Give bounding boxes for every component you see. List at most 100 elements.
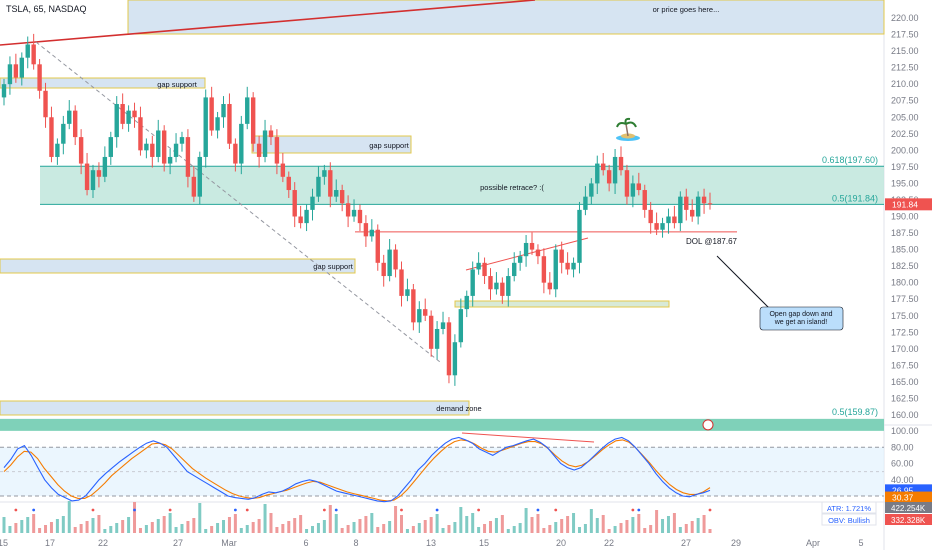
volume-bar (121, 520, 125, 533)
volume-bar (251, 522, 255, 533)
candle-body (494, 282, 499, 290)
candle-body (387, 249, 392, 277)
volume-bar (655, 510, 659, 533)
volume-bar (417, 523, 421, 533)
volume-dot (400, 508, 403, 512)
volume-bar (512, 526, 516, 533)
price-tick-label: 212.50 (891, 63, 919, 73)
candle-body (138, 117, 143, 151)
support-strip (454, 300, 670, 308)
volume-dot (168, 508, 172, 512)
volume-bar (61, 516, 65, 533)
time-tick-label: 27 (173, 538, 183, 548)
candle-body (256, 143, 262, 157)
volume-bar (2, 517, 6, 533)
candle-body (642, 190, 647, 210)
stoch-d-tag (885, 491, 932, 503)
volume-bar (311, 526, 315, 533)
volume-bar (334, 514, 338, 533)
palm-trunk (625, 123, 629, 137)
candle-body (227, 104, 232, 144)
candle-body (120, 104, 125, 124)
candle-body (19, 57, 24, 78)
volume-bar (423, 520, 427, 533)
lower-fib-band (0, 418, 884, 431)
candle-body (114, 104, 119, 138)
volume-bar (619, 523, 623, 533)
candle-body (156, 130, 161, 157)
volume-bar (708, 529, 712, 533)
alert-icon (702, 419, 714, 431)
volume-bar (394, 506, 398, 533)
price-tick-label: 197.50 (891, 162, 919, 172)
candle-body (482, 262, 487, 277)
volume-bar (447, 525, 451, 533)
price-tick-label: 167.50 (891, 360, 919, 370)
candle-body (612, 156, 618, 184)
callout-text: Open gap down and we get an island! (769, 311, 832, 326)
candle-body (161, 130, 167, 164)
stoch-k-line (3, 436, 711, 503)
volume-bar (637, 514, 641, 533)
volume-bar (49, 522, 53, 533)
candle-body (1, 84, 7, 98)
volume-bar (542, 528, 546, 533)
volume-dot (708, 508, 712, 512)
stoch-k-label: 26.95 (892, 485, 914, 495)
candle-body (707, 203, 713, 205)
time-tick-label: Apr (806, 538, 820, 548)
volume-bar (316, 523, 320, 533)
volume-bar (79, 524, 83, 533)
volume-bar (20, 520, 24, 533)
volume-bar (382, 524, 386, 533)
candle-body (72, 110, 78, 138)
volume-dot (435, 508, 439, 512)
candle-body (173, 143, 179, 157)
candle-body (381, 262, 386, 277)
time-tick-label: 29 (731, 538, 741, 548)
volume-bar (91, 518, 95, 533)
price-tick-label: 180.00 (891, 278, 919, 288)
volume-bar (281, 524, 285, 533)
candle-body (512, 262, 517, 277)
candle-body (547, 282, 553, 290)
price-tick-label: 200.00 (891, 145, 919, 155)
volume-bar (287, 521, 291, 533)
candle-body (292, 190, 297, 217)
volume-bar (26, 517, 30, 533)
volume-bar (328, 505, 332, 533)
price-tick-label: 195.00 (891, 178, 919, 188)
candle-body (322, 170, 327, 177)
volume-bar (299, 515, 303, 533)
volume-bar (55, 519, 59, 533)
candle-body (417, 309, 422, 323)
volume-bar (643, 528, 647, 533)
volume-bar (352, 522, 356, 533)
candle-body (606, 170, 612, 184)
time-tick-label: Mar (221, 538, 237, 548)
candle-body (565, 262, 570, 270)
volume-bar (631, 517, 635, 533)
candle-body (423, 309, 428, 316)
candle-body (648, 209, 653, 224)
volume-bar (257, 519, 261, 533)
price-tick-label: 185.00 (891, 245, 919, 255)
price-tick-label: 190.00 (891, 212, 919, 222)
candle-body (203, 97, 208, 157)
callout-pointer (716, 255, 773, 312)
stoch-d-label: 30.37 (892, 493, 914, 503)
candle-body (535, 249, 541, 257)
candle-body (672, 216, 677, 224)
time-tick-label: 22 (98, 538, 108, 548)
candle-body (369, 229, 375, 237)
price-tick-label: 177.50 (891, 294, 919, 304)
resistance-trendline (0, 0, 536, 46)
fib-retrace-zone (40, 166, 884, 205)
fib-level-label: 0.618(197.60) (822, 155, 878, 165)
volume-bar (269, 513, 273, 533)
volume-dot (477, 508, 481, 512)
candle-body (363, 223, 369, 237)
volume-bar (560, 519, 564, 533)
time-tick-label: 13 (426, 538, 436, 548)
